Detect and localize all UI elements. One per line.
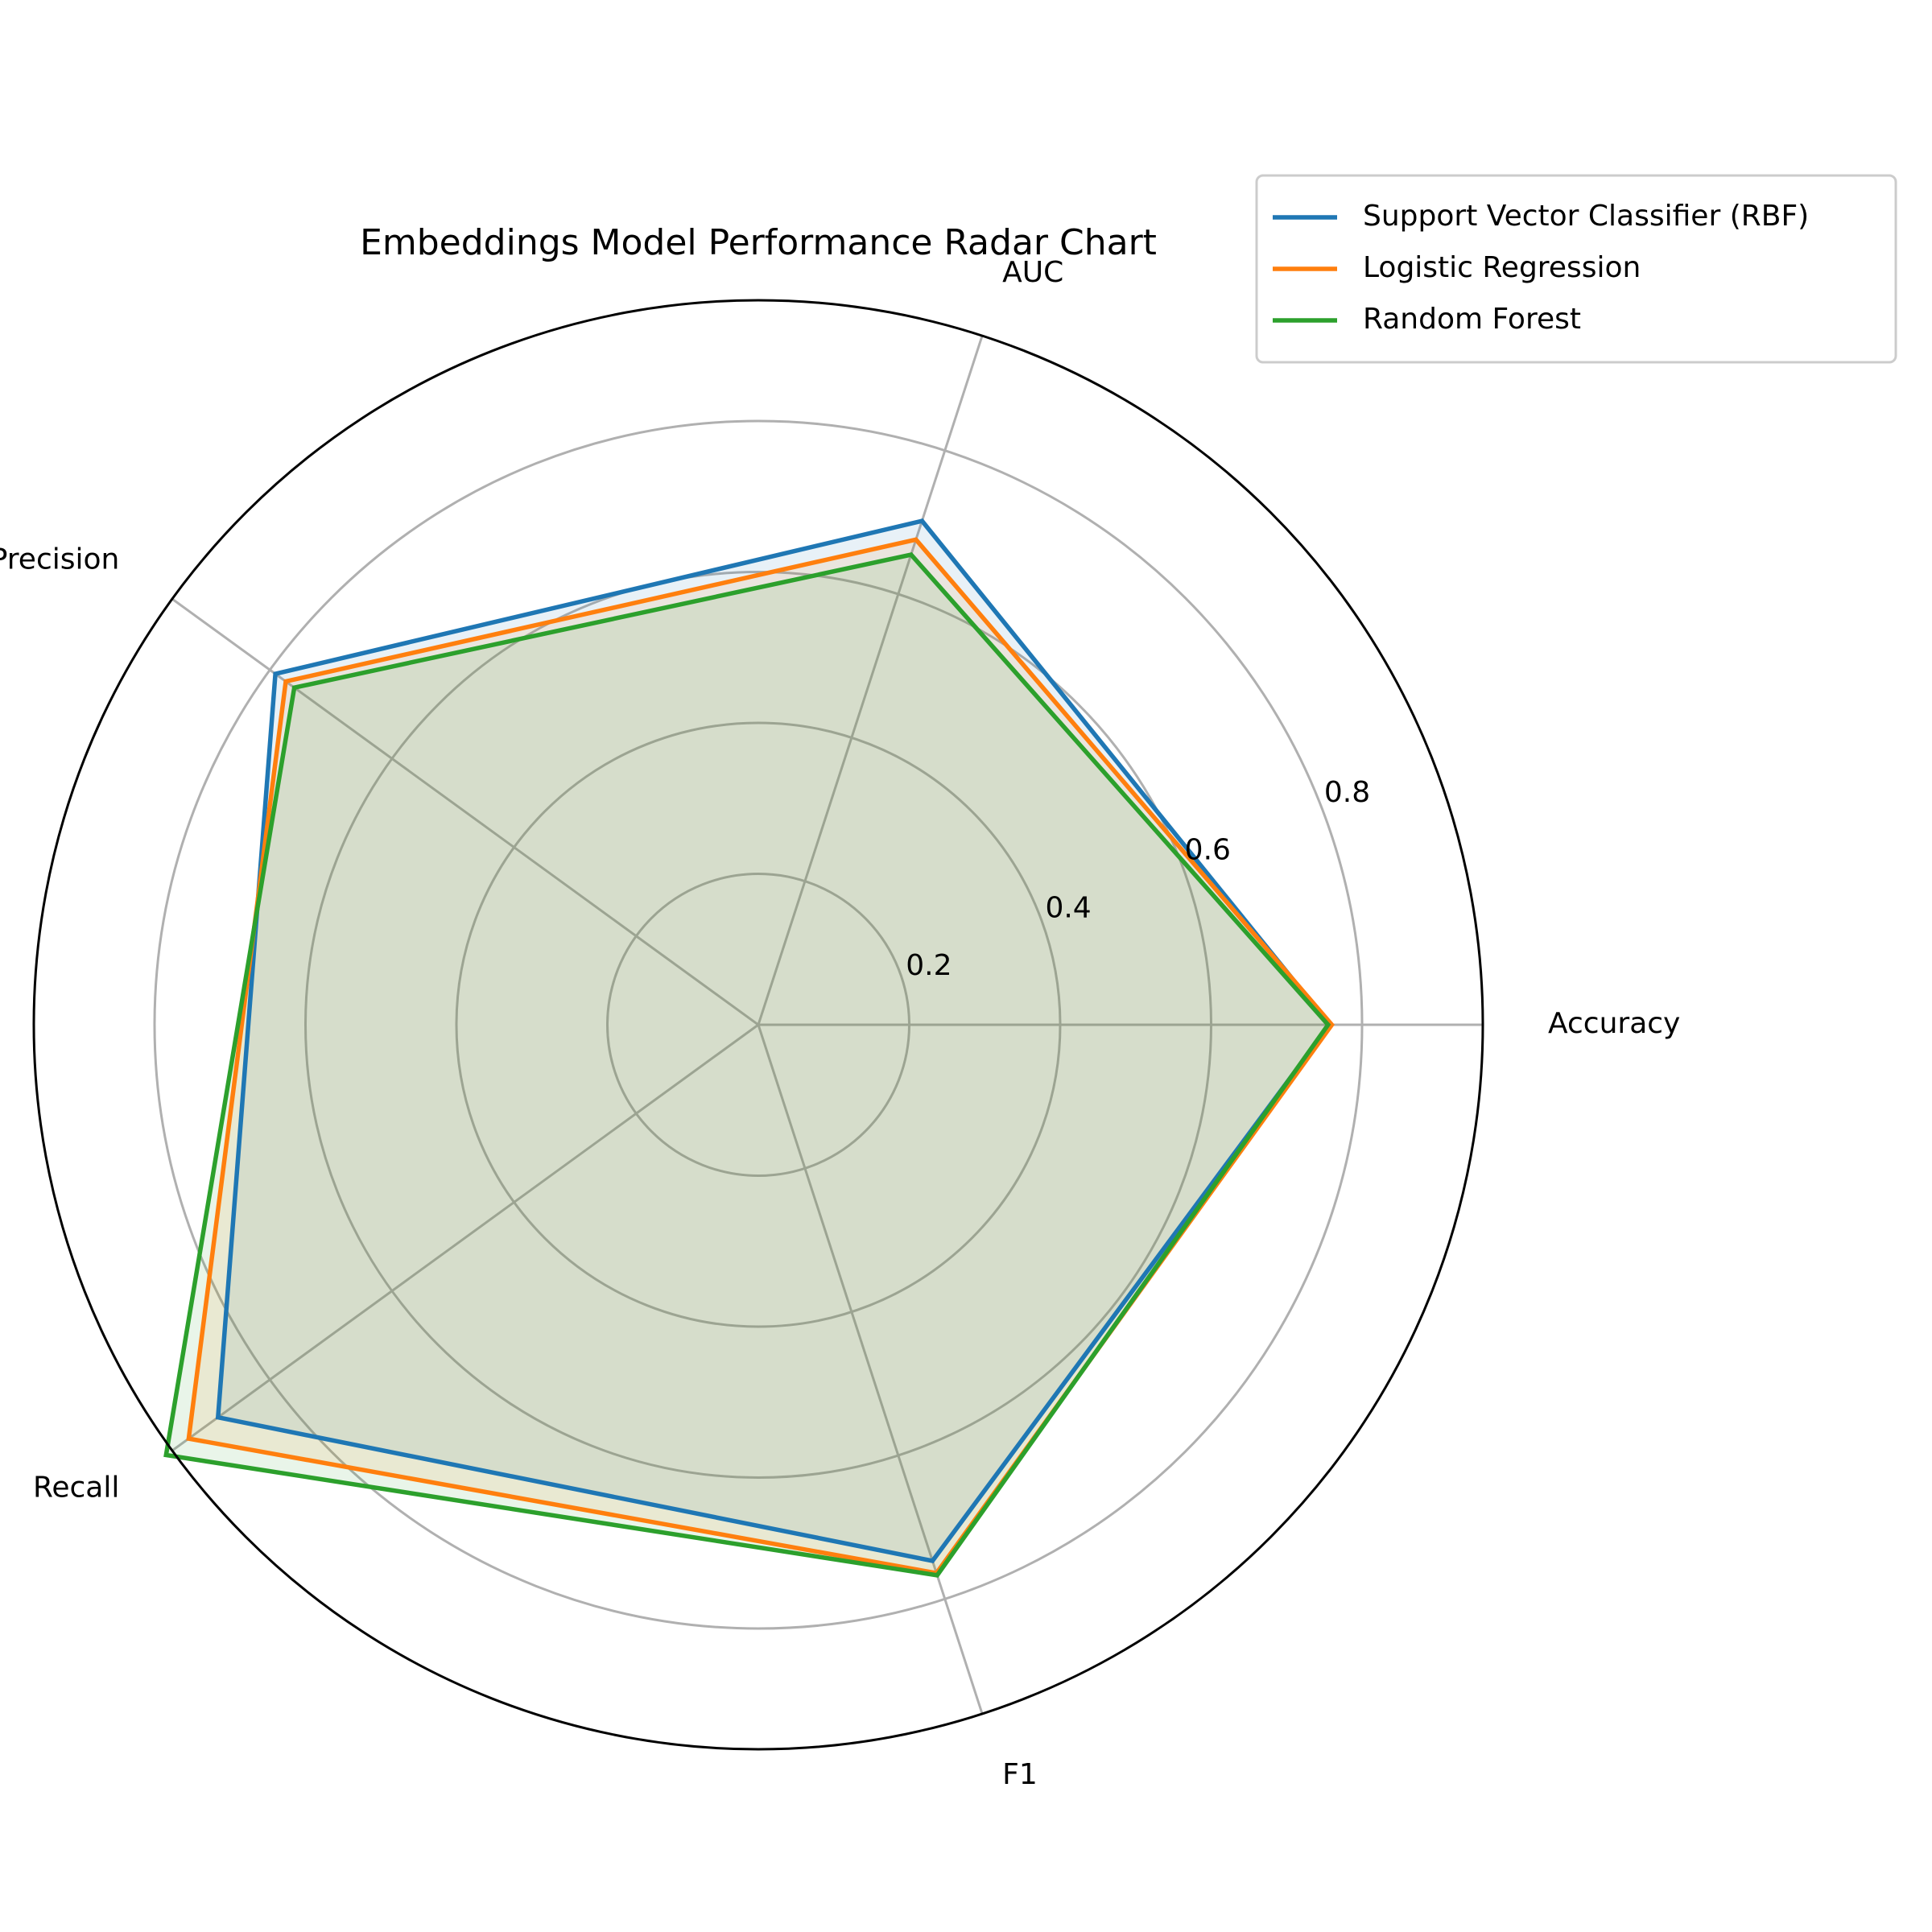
tick-label-1: 0.2 [906,949,952,982]
legend: Support Vector Classifier (RBF) Logistic … [1257,175,1896,362]
legend-label-support-vector-classifier-rbf: Support Vector Classifier (RBF) [1363,200,1809,233]
axis-label-precision: Precision [0,543,119,576]
legend-label-logistic-regression: Logistic Regression [1363,251,1641,284]
axis-label-recall: Recall [33,1472,119,1505]
tick-label-3: 0.6 [1185,834,1231,867]
axis-label-accuracy: Accuracy [1548,1007,1680,1040]
axis-label-auc: AUC [1002,256,1063,289]
tick-label-2: 0.4 [1045,891,1091,924]
tick-label-4: 0.8 [1324,776,1370,809]
axis-label-f1: F1 [1002,1758,1038,1791]
legend-label-random-forest: Random Forest [1363,303,1581,336]
series-layer [166,521,1331,1575]
series-fill-random-forest [166,555,1328,1575]
